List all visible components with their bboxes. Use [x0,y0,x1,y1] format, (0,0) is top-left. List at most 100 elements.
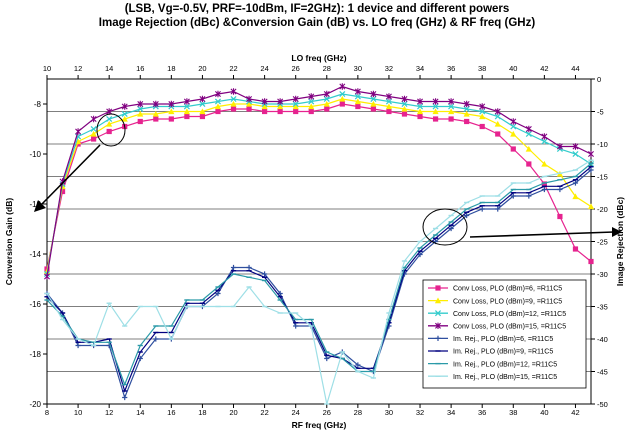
data-point [432,103,439,110]
data-point [479,206,485,212]
data-point [432,108,439,115]
x-tick-label: 16 [167,408,175,417]
data-point [91,136,97,142]
y2-tick-label: -20 [597,205,608,214]
x2-tick-label: 38 [478,64,486,73]
x2-tick-label: 10 [43,64,51,73]
data-point [494,113,501,120]
legend-label: Im. Rej., PLO (dBm)=9, =R11C5 [453,349,553,356]
y-axis-title: Conversion Gain (dB) [4,198,14,286]
data-point [588,150,594,158]
data-point [324,355,330,362]
data-point [355,103,361,110]
x2-tick-label: 14 [105,64,113,73]
data-point [541,133,548,140]
data-point [401,100,408,108]
data-point [246,264,252,271]
x-tick-label: 30 [385,408,393,417]
data-point [385,93,392,100]
data-point [137,100,144,108]
x2-tick-label: 22 [229,64,237,73]
x-axis-title: RF freq (GHz) [292,420,347,430]
data-point [557,186,563,193]
chart-title-line-1: (LSB, Vg=-0.5V, PRF=-10dBm, IF=2GHz): 1 … [124,3,510,15]
data-point [261,103,268,110]
annotation-arrow-right [469,231,615,238]
data-point [370,106,376,112]
data-point [246,106,252,112]
data-point [75,128,82,135]
data-point [152,100,159,108]
data-point [510,146,516,152]
data-point [106,120,113,127]
data-point [541,160,548,167]
data-point [106,115,113,123]
data-point [261,98,268,105]
data-point [557,213,563,220]
data-point [572,193,579,200]
data-point [401,105,408,112]
data-point [525,130,532,138]
legend-box [422,279,587,389]
data-point [541,186,547,193]
data-point [479,113,486,120]
data-point [168,108,175,115]
data-point [323,95,330,103]
y2-tick-label: -25 [597,238,608,247]
data-point [277,98,284,105]
data-point [572,246,579,252]
data-point [214,98,221,105]
x2-tick-label: 34 [416,64,424,73]
data-point [230,106,237,112]
data-point [153,116,159,122]
data-point [370,95,377,103]
legend-swatch-marker [434,310,442,317]
y-tick-label: -10 [29,150,41,159]
data-point [525,125,532,133]
data-point [572,143,579,150]
data-point [277,108,283,115]
data-point [510,123,517,130]
legend-label: Conv Loss, PLO (dBm)=9, =R11C5 [453,298,562,305]
data-point [463,110,470,117]
data-point [323,90,330,98]
data-point [214,103,222,110]
data-point [370,100,377,107]
data-point [464,212,470,219]
data-point [323,100,330,107]
series-line-7 [46,163,592,387]
x2-tick-label: 16 [136,64,144,73]
data-point [572,180,579,186]
data-point [106,128,112,135]
annotation-ellipse-right [422,208,468,246]
y2-axis-title: Image Rejection (dBc) [615,197,625,286]
data-point [448,98,455,105]
data-point [215,290,221,297]
data-point [463,100,470,108]
x2-tick-label: 32 [385,64,393,73]
data-point [168,116,174,122]
legend-swatch-marker [435,285,441,291]
data-point [230,264,237,271]
data-point [448,108,455,115]
data-point [448,225,454,232]
x2-tick-label: 12 [74,64,82,73]
data-point [292,103,299,110]
x-tick-label: 10 [74,408,82,417]
data-point [184,113,190,120]
data-point [541,181,547,187]
data-point [432,98,439,105]
data-point [587,203,595,210]
data-point [541,138,548,145]
data-point [199,100,206,108]
data-point [417,251,423,258]
data-point [137,118,143,125]
y-tick-label: -20 [29,400,41,409]
data-point [526,193,532,199]
y-tick-label: -12 [29,200,41,209]
data-point [494,108,501,115]
x-tick-label: 22 [260,408,268,417]
data-point [556,143,563,150]
legend-label: Im. Rej., PLO (dBm)=15, =R11C5 [453,374,557,381]
